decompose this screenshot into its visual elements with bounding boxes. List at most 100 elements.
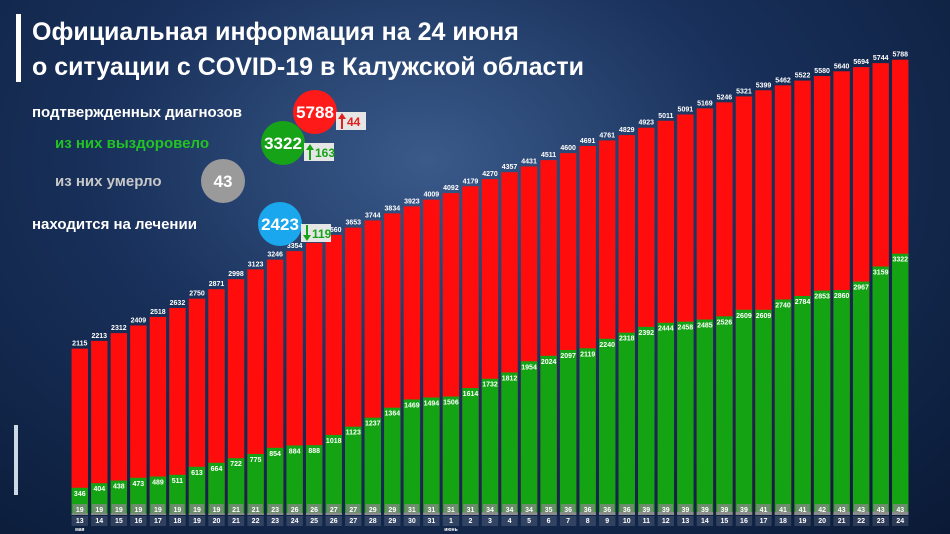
bar-recovered [208,462,225,515]
died-label: 43 [877,507,885,514]
death-box [775,504,791,514]
death-box [697,504,713,514]
bar-died [755,511,772,515]
died-label: 36 [603,507,611,514]
stat-value: 43 [214,172,233,191]
x-tick-label: 14 [95,518,103,525]
x-tick-label: 17 [154,518,162,525]
bar-died [130,513,147,515]
x-tick-box [91,516,108,526]
died-label: 19 [115,507,123,514]
recovered-label: 1614 [463,391,479,398]
death-box [619,504,634,514]
died-label: 39 [740,507,748,514]
recovered-label: 2967 [853,285,869,292]
x-tick-label: 24 [896,518,904,525]
bar-recovered [520,361,538,515]
chart-title: Официальная информация на 24 июня [32,18,519,46]
x-tick-label: 23 [271,518,279,525]
total-label: 3653 [345,220,361,227]
stat-circle [201,159,245,203]
total-label: 2998 [228,271,244,278]
bar-died [520,512,538,515]
death-box [678,504,693,514]
stat-value: 2423 [261,215,299,234]
x-tick-label: 16 [134,518,142,525]
death-box [736,504,752,514]
died-label: 39 [721,507,729,514]
died-label: 21 [252,507,260,514]
bar-died [188,513,206,515]
died-label: 41 [760,507,768,514]
bar-total [188,298,206,515]
death-box [443,504,459,514]
death-box [365,504,380,514]
died-label: 39 [662,507,670,514]
bar-died [599,512,616,515]
died-label: 23 [271,507,279,514]
x-tick-box [266,516,284,526]
stat-circle [261,121,305,165]
death-box [170,504,185,514]
x-month-label: июнь [444,527,457,533]
x-tick-label: 10 [623,518,631,525]
x-tick-box [794,516,811,526]
x-tick-label: 4 [508,518,512,525]
bar-total [91,340,108,515]
total-label: 5522 [795,73,811,80]
died-label: 43 [857,507,865,514]
bar-died [345,512,362,515]
recovered-label: 664 [211,466,223,473]
x-tick-box [481,516,499,526]
total-label: 2518 [150,309,166,316]
death-box [306,504,322,514]
death-box [404,504,420,514]
recovered-label: 1812 [502,375,518,382]
bar-total [247,269,264,515]
bar-died [325,512,342,515]
bar-recovered [755,309,772,515]
bar-died [794,511,811,515]
bar-recovered [599,338,616,515]
death-box [385,504,400,514]
bar-died [110,513,128,515]
recovered-label: 1237 [365,421,381,428]
died-label: 19 [134,507,142,514]
recovered-label: 2853 [814,294,830,301]
x-tick-box [520,516,538,526]
recovered-label: 613 [191,470,203,477]
died-label: 26 [291,507,299,514]
x-tick-label: 15 [721,518,729,525]
title-accent [16,14,21,82]
bar-died [677,511,694,515]
x-tick-label: 2 [469,518,473,525]
bar-died [208,513,225,515]
total-label: 4829 [619,127,635,134]
recovered-label: 2444 [658,326,674,333]
bar-recovered [579,348,596,515]
bar-died [305,512,323,515]
bar-died [227,513,245,515]
recovered-label: 489 [152,480,164,487]
died-label: 42 [818,507,826,514]
bar-recovered [638,326,655,515]
x-tick-box [247,516,264,526]
total-label: 5091 [678,107,694,114]
x-tick-label: 6 [547,518,551,525]
death-box [560,504,576,514]
died-label: 26 [310,507,318,514]
stat-value: 5788 [296,103,334,122]
x-tick-label: 19 [193,518,201,525]
bar-died [696,511,714,515]
x-tick-label: 28 [369,518,377,525]
bar-recovered [501,372,518,515]
total-label: 2632 [170,300,186,307]
x-tick-box [501,516,518,526]
chart-subtitle: о ситуации с COVID-19 в Калужской област… [32,53,584,81]
x-tick-box [305,516,323,526]
recovered-label: 1018 [326,438,342,445]
total-label: 3246 [267,252,283,259]
bar-recovered [657,322,675,515]
bar-recovered [618,332,635,515]
